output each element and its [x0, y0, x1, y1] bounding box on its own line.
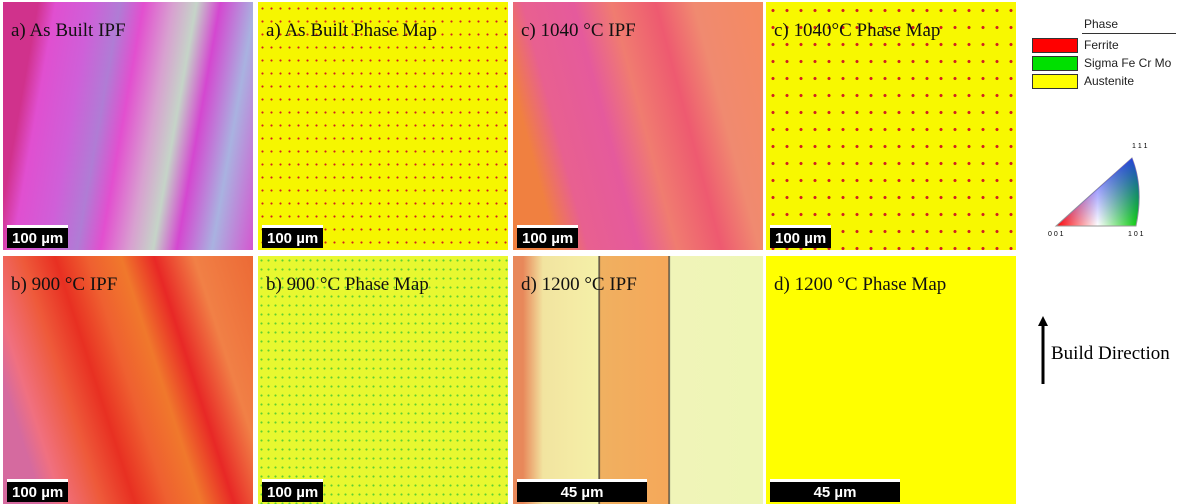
panel-label: c) 1040 °C IPF	[521, 20, 636, 42]
panel-label: b) 900 °C IPF	[11, 274, 117, 296]
ipf-map: c) 1040 °C IPF 100 µm	[513, 2, 763, 250]
scale-bar: 100 µm	[262, 225, 323, 248]
scale-bar: 100 µm	[7, 479, 68, 502]
scale-bar: 45 µm	[517, 479, 647, 502]
arrow	[1036, 314, 1050, 386]
legend-swatch	[1032, 38, 1078, 53]
ipf-map: b) 900 °C IPF 100 µm	[3, 256, 253, 504]
ipf-triangle: 1 1 1 0 0 1 1 0 1	[1048, 138, 1158, 238]
legend-rule	[1082, 33, 1176, 34]
build-direction: Build Direction	[1051, 343, 1170, 365]
panel-label: b) 900 °C Phase Map	[266, 274, 429, 296]
triangle-overlay	[1056, 158, 1139, 226]
panel-label: c) 1040°C Phase Map	[774, 20, 940, 42]
ipf-map: a) As Built IPF 100 µm	[3, 2, 253, 250]
scale-bar: 45 µm	[770, 479, 900, 502]
legend-label: Ferrite	[1084, 38, 1119, 52]
ipf-label: 1 1 1	[1132, 143, 1148, 150]
panel-label: d) 1200 °C IPF	[521, 274, 637, 296]
panel-label: a) As Built Phase Map	[266, 20, 437, 42]
ipf-map: d) 1200 °C IPF 45 µm	[513, 256, 763, 504]
scale-bar: 100 µm	[262, 479, 323, 502]
legend-swatch	[1032, 74, 1078, 89]
phase-map: d) 1200 °C Phase Map 45 µm	[766, 256, 1016, 504]
panel-label: a) As Built IPF	[11, 20, 126, 42]
legend-label: Sigma Fe Cr Mo	[1084, 56, 1171, 70]
figure: a) As Built IPF 100 µm a) As Built Phase …	[0, 0, 1204, 504]
phase-map: c) 1040°C Phase Map 100 µm	[766, 2, 1016, 250]
panel-label: d) 1200 °C Phase Map	[774, 274, 946, 296]
legend-title: Phase	[1084, 17, 1118, 31]
scale-bar: 100 µm	[7, 225, 68, 248]
legend-swatch	[1032, 56, 1078, 71]
ipf-label: 1 0 1	[1128, 231, 1144, 238]
legend-label: Austenite	[1084, 74, 1134, 88]
phase-map: a) As Built Phase Map 100 µm	[258, 2, 508, 250]
ipf-label: 0 0 1	[1048, 231, 1064, 238]
phase-map: b) 900 °C Phase Map 100 µm	[258, 256, 508, 504]
scale-bar: 100 µm	[770, 225, 831, 248]
scale-bar: 100 µm	[517, 225, 578, 248]
